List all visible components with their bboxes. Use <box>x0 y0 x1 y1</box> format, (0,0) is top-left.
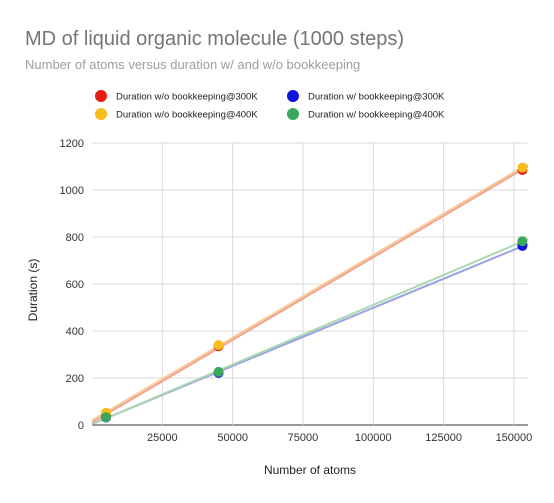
legend-marker <box>95 90 107 102</box>
trendline-4 <box>91 238 529 426</box>
trendlines <box>91 163 529 426</box>
y-tick-label: 400 <box>66 326 84 338</box>
y-tick-label: 1000 <box>60 185 84 197</box>
x-tick-label: 50000 <box>217 432 248 444</box>
y-axis-ticks: 0 200 400 600 800 1000 1200 <box>60 138 84 432</box>
legend: Duration w/o bookkeeping@300K Duration w/… <box>95 90 445 121</box>
y-tick-label: 0 <box>78 420 84 432</box>
legend-marker <box>95 108 107 120</box>
x-tick-label: 75000 <box>288 432 319 444</box>
legend-marker <box>287 90 299 102</box>
trendline-1 <box>91 165 529 424</box>
y-tick-label: 600 <box>66 279 84 291</box>
x-tick-label: 25000 <box>147 432 178 444</box>
data-point-series-4 <box>101 412 112 423</box>
chart-title: MD of liquid organic molecule (1000 step… <box>25 28 404 50</box>
x-tick-label: 125000 <box>425 432 462 444</box>
data-point-series-2 <box>213 340 224 351</box>
y-tick-label: 200 <box>66 373 84 385</box>
x-axis-label: Number of atoms <box>264 463 356 477</box>
data-point-series-4 <box>517 236 528 247</box>
legend-label: Duration w/o bookkeeping@300K <box>116 92 258 103</box>
data-point-series-4 <box>213 366 224 377</box>
y-tick-label: 1200 <box>60 138 84 150</box>
data-point-series-2 <box>517 162 528 173</box>
legend-marker <box>287 108 299 120</box>
data-points <box>101 162 528 423</box>
legend-label: Duration w/o bookkeeping@400K <box>116 110 258 121</box>
trendline-2 <box>91 163 529 422</box>
y-axis-label: Duration (s) <box>26 259 40 322</box>
x-tick-label: 100000 <box>355 432 392 444</box>
legend-label: Duration w/ bookkeeping@300K <box>308 92 445 103</box>
chart-subtitle: Number of atoms versus duration w/ and w… <box>25 57 360 72</box>
x-tick-label: 150000 <box>496 432 533 444</box>
y-tick-label: 800 <box>66 232 84 244</box>
x-axis-ticks: 25000 50000 75000 100000 125000 150000 <box>147 432 532 444</box>
legend-label: Duration w/ bookkeeping@400K <box>308 110 445 121</box>
